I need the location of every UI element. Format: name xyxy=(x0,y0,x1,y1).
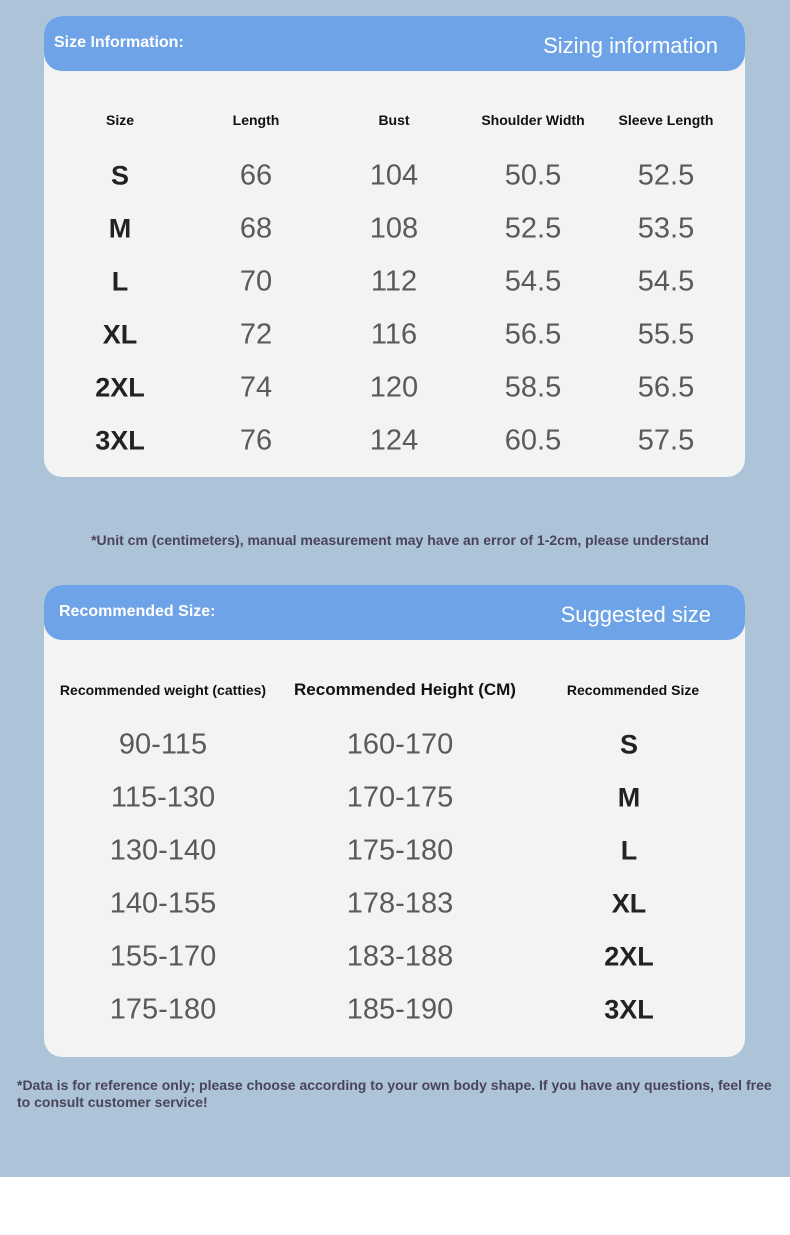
size-information-header: Size Information: Sizing information xyxy=(44,16,745,71)
range-value: 178-183 xyxy=(346,887,454,920)
range-value: 185-190 xyxy=(346,993,454,1026)
size-label: XL xyxy=(611,888,647,919)
column-header: Sleeve Length xyxy=(618,112,714,128)
column-header: Bust xyxy=(378,112,410,128)
range-value: 175-180 xyxy=(109,993,217,1026)
measurement-value: 54.5 xyxy=(504,265,562,298)
measurement-value: 120 xyxy=(369,371,419,404)
range-value: 160-170 xyxy=(346,728,454,761)
measurement-value: 66 xyxy=(239,159,273,192)
column-header: Recommended weight (catties) xyxy=(59,682,267,698)
measurement-value: 54.5 xyxy=(637,265,695,298)
measurement-value: 55.5 xyxy=(637,318,695,351)
header-title-left: Size Information: xyxy=(54,34,184,51)
range-value: 130-140 xyxy=(109,834,217,867)
measurement-value: 116 xyxy=(370,318,418,351)
size-label: 3XL xyxy=(604,994,654,1025)
size-information-card: Size Information: Sizing information Siz… xyxy=(44,16,745,477)
size-label: XL xyxy=(102,319,138,350)
size-label: L xyxy=(111,266,129,297)
size-label: 3XL xyxy=(95,425,145,456)
measurement-value: 124 xyxy=(369,424,419,457)
column-header: Size xyxy=(105,112,135,128)
measurement-value: 108 xyxy=(369,212,419,245)
measurement-value: 104 xyxy=(369,159,419,192)
measurement-value: 60.5 xyxy=(504,424,562,457)
measurement-value: 74 xyxy=(239,371,273,404)
header-title-right: Sizing information xyxy=(543,33,718,58)
measurement-value: 112 xyxy=(370,265,418,298)
range-value: 140-155 xyxy=(109,887,217,920)
measurement-value: 57.5 xyxy=(637,424,695,457)
column-header: Shoulder Width xyxy=(481,112,585,128)
measurement-value: 72 xyxy=(239,318,273,351)
measurement-value: 56.5 xyxy=(504,318,562,351)
measurement-value: 53.5 xyxy=(637,212,695,245)
range-value: 183-188 xyxy=(346,940,454,973)
size-label: L xyxy=(620,835,638,866)
range-value: 115-130 xyxy=(110,781,216,814)
size-label: 2XL xyxy=(95,372,145,403)
measurement-value: 52.5 xyxy=(504,212,562,245)
measurement-value: 50.5 xyxy=(504,159,562,192)
size-label: S xyxy=(619,729,639,760)
range-value: 90-115 xyxy=(118,728,208,761)
size-label: 2XL xyxy=(604,941,654,972)
size-label: S xyxy=(110,160,130,191)
column-header: Recommended Height (CM) xyxy=(294,680,516,699)
measurement-value: 76 xyxy=(239,424,273,457)
range-value: 170-175 xyxy=(346,781,454,814)
recommended-size-header: Recommended Size: Suggested size xyxy=(44,585,745,640)
footer-note: *Data is for reference only; please choo… xyxy=(17,1077,772,1110)
unit-note: *Unit cm (centimeters), manual measureme… xyxy=(91,532,709,548)
measurement-value: 56.5 xyxy=(637,371,695,404)
measurement-value: 70 xyxy=(239,265,273,298)
measurement-value: 52.5 xyxy=(637,159,695,192)
header-title-right: Suggested size xyxy=(560,602,711,627)
column-header: Length xyxy=(232,112,280,128)
size-label: M xyxy=(108,213,132,244)
range-value: 175-180 xyxy=(346,834,454,867)
size-label: M xyxy=(617,782,641,813)
header-title-left: Recommended Size: xyxy=(59,603,216,620)
column-header: Recommended Size xyxy=(566,682,700,698)
recommended-size-card: Recommended Size: Suggested size Recomme… xyxy=(44,585,745,1057)
measurement-value: 58.5 xyxy=(504,371,562,404)
measurement-value: 68 xyxy=(239,212,273,245)
range-value: 155-170 xyxy=(109,940,217,973)
